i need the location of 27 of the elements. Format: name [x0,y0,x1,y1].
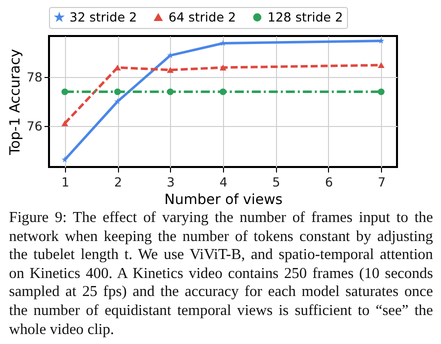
y-tick-label: 76 [26,118,43,134]
legend-label: 64 stride 2 [168,9,236,24]
legend-label: 32 stride 2 [70,9,137,24]
x-tick-label: 3 [166,174,175,190]
point [378,38,384,44]
y-tick-label: 78 [26,70,43,85]
x-tick-label: 6 [324,174,333,190]
point [61,120,68,126]
x-axis-title: Number of views [164,192,283,208]
point [114,88,121,96]
point [378,88,385,96]
point [378,62,385,68]
point [166,67,174,73]
x-tick-label: 1 [61,174,70,190]
x-tick-label: 7 [378,174,386,190]
point [62,156,68,162]
point [61,88,68,96]
point [114,98,121,104]
point [166,88,174,96]
x-tick-label: 4 [220,174,228,190]
y-axis-title: Top-1 Accuracy [8,49,24,156]
x-tick-label: 5 [272,174,280,190]
point [220,64,226,70]
point [220,88,226,96]
x-tick-label: 2 [114,174,122,190]
legend-label: 128 stride 2 [268,9,343,24]
caption: Figure 9: The effect of varying the number of frames input to the network when keeping the number of tokens constant by adjusting the tubelet length t. We use ViViT-B, and spatio-temporal attention on Kinetics 400. A Kinetics video contains 250 frames (10 seconds sampled at 25 fps) and the accuracy for each model saturates once the number of equidistant temporal views is sufficient to “see” the whole video clip. [9,209,433,340]
